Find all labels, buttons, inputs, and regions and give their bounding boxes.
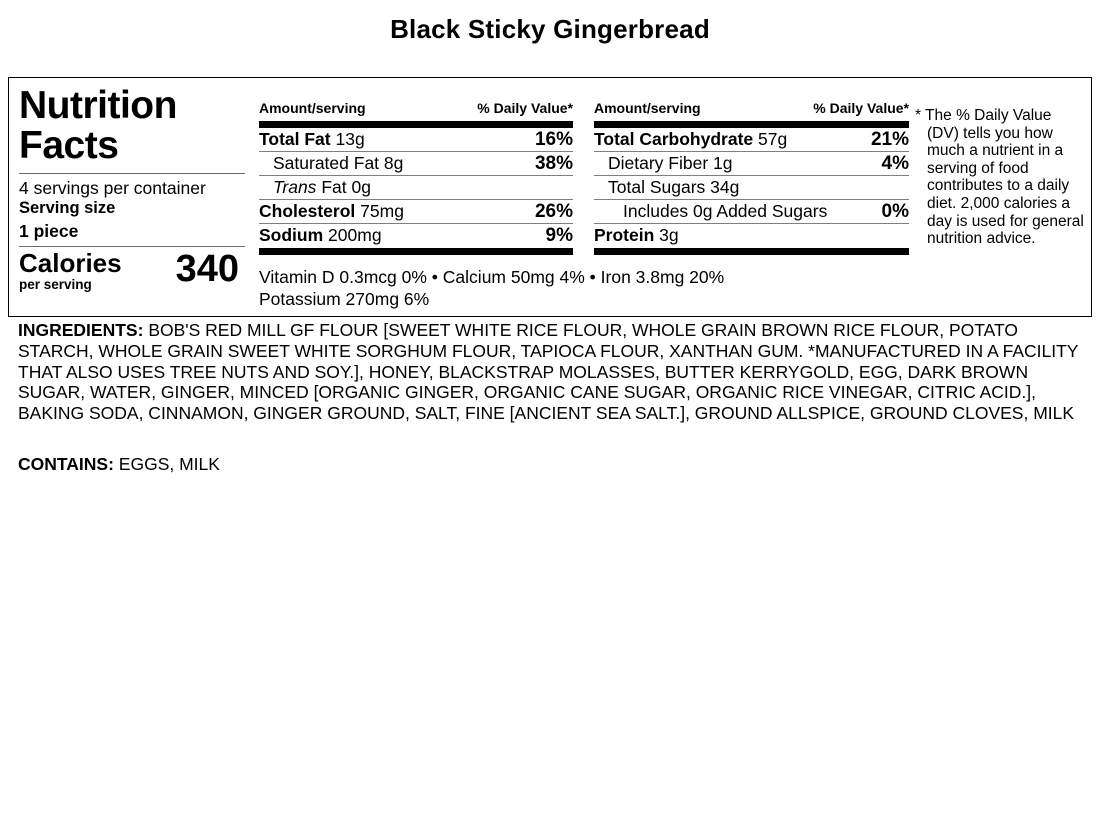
nutrient-name: Protein xyxy=(594,225,655,245)
amount-per-serving-header: Amount/serving xyxy=(259,100,366,116)
ingredients-statement: INGREDIENTS: BOB'S RED MILL GF FLOUR [SW… xyxy=(18,320,1084,424)
allergen-statement: CONTAINS: EGGS, MILK xyxy=(18,454,1084,475)
daily-value-header: % Daily Value* xyxy=(813,100,909,116)
divider xyxy=(19,173,245,174)
carbohydrate-nutrients-column: Amount/serving % Daily Value* Total Carb… xyxy=(594,100,909,255)
nutrient-name: Cholesterol xyxy=(259,201,356,221)
thick-bar xyxy=(594,248,909,255)
nutrient-dv: 26% xyxy=(534,201,573,222)
nutrient-name: Total Sugars xyxy=(608,177,706,197)
nutrient-row: Sodium 200mg 9% xyxy=(259,224,573,248)
serving-size-value: 1 piece xyxy=(19,221,79,241)
nutrient-amount: 3g xyxy=(659,225,679,245)
nutrient-row: Trans Fat 0g xyxy=(259,176,573,200)
nutrient-dv: 4% xyxy=(881,153,909,174)
serving-size-label: Serving size xyxy=(19,199,116,217)
micronutrients-line-2: Potassium 270mg 6% xyxy=(259,288,430,309)
nutrient-dv: 38% xyxy=(534,153,573,174)
micronutrients-line-1: Vitamin D 0.3mcg 0% • Calcium 50mg 4% • … xyxy=(259,267,725,287)
nutrient-amount: 34g xyxy=(710,177,740,197)
nutrient-row: Total Fat 13g 16% xyxy=(259,128,573,152)
nutrient-amount: 200mg xyxy=(328,225,382,245)
nutrient-row: Saturated Fat 8g 38% xyxy=(259,152,573,176)
nutrient-row: Protein 3g xyxy=(594,224,909,248)
nutrient-dv: 21% xyxy=(870,129,909,150)
ingredients-text: BOB'S RED MILL GF FLOUR [SWEET WHITE RIC… xyxy=(18,320,1079,424)
nutrient-row: Includes 0g Added Sugars 0% xyxy=(594,200,909,224)
nutrient-dv: 0% xyxy=(881,201,909,222)
page-title: Black Sticky Gingerbread xyxy=(390,14,710,44)
nutrition-facts-panel: Nutrition Facts 4 servings per container… xyxy=(8,77,1092,317)
nutrient-amount: Fat 0g xyxy=(321,177,371,197)
divider xyxy=(19,246,245,247)
nutrient-dv: 9% xyxy=(545,225,573,246)
daily-value-footnote: * The % Daily Value (DV) tells you how m… xyxy=(915,107,1084,248)
ingredients-label: INGREDIENTS: xyxy=(18,320,144,340)
nutrient-row: Total Carbohydrate 57g 21% xyxy=(594,128,909,152)
thick-bar xyxy=(594,121,909,128)
calories-row: Calories per serving 340 xyxy=(19,250,239,293)
contains-label: CONTAINS: xyxy=(18,454,114,474)
nutrient-name: Total Carbohydrate xyxy=(594,129,754,149)
nutrition-facts-left-column: Nutrition Facts 4 servings per container… xyxy=(19,86,251,293)
nutrient-name: Saturated Fat xyxy=(273,153,380,173)
nutrient-amount: 1g xyxy=(713,153,733,173)
fat-nutrients-column: Amount/serving % Daily Value* Total Fat … xyxy=(259,100,573,255)
nutrient-amount: 57g xyxy=(758,129,788,149)
thick-bar xyxy=(259,248,573,255)
micronutrients: Vitamin D 0.3mcg 0% • Calcium 50mg 4% • … xyxy=(259,267,879,310)
thick-bar xyxy=(259,121,573,128)
calories-subtext: per serving xyxy=(19,277,92,292)
nutrient-dv: 16% xyxy=(534,129,573,150)
nutrient-amount: 8g xyxy=(383,153,404,173)
nutrient-row: Cholesterol 75mg 26% xyxy=(259,200,573,224)
nutrient-amount: 75mg xyxy=(360,201,404,221)
column-header: Amount/serving % Daily Value* xyxy=(259,100,573,120)
nutrient-name: Total Fat xyxy=(259,129,331,149)
calories-label: Calories xyxy=(19,248,122,278)
calories-value: 340 xyxy=(175,248,239,290)
nutrient-name: Trans xyxy=(273,177,317,197)
nutrient-name: Dietary Fiber xyxy=(608,153,709,173)
contains-text: EGGS, MILK xyxy=(118,454,220,474)
amount-per-serving-header: Amount/serving xyxy=(594,100,701,116)
nutrient-name: Includes 0g Added Sugars xyxy=(623,201,828,221)
nutrient-row: Total Sugars 34g xyxy=(594,176,909,200)
nutrient-amount: 13g xyxy=(335,129,365,149)
daily-value-header: % Daily Value* xyxy=(477,100,573,116)
servings-per-container: 4 servings per container xyxy=(19,178,206,198)
column-header: Amount/serving % Daily Value* xyxy=(594,100,909,120)
nutrient-row: Dietary Fiber 1g 4% xyxy=(594,152,909,176)
nutrition-facts-heading: Nutrition Facts xyxy=(19,84,177,167)
nutrient-name: Sodium xyxy=(259,225,324,245)
